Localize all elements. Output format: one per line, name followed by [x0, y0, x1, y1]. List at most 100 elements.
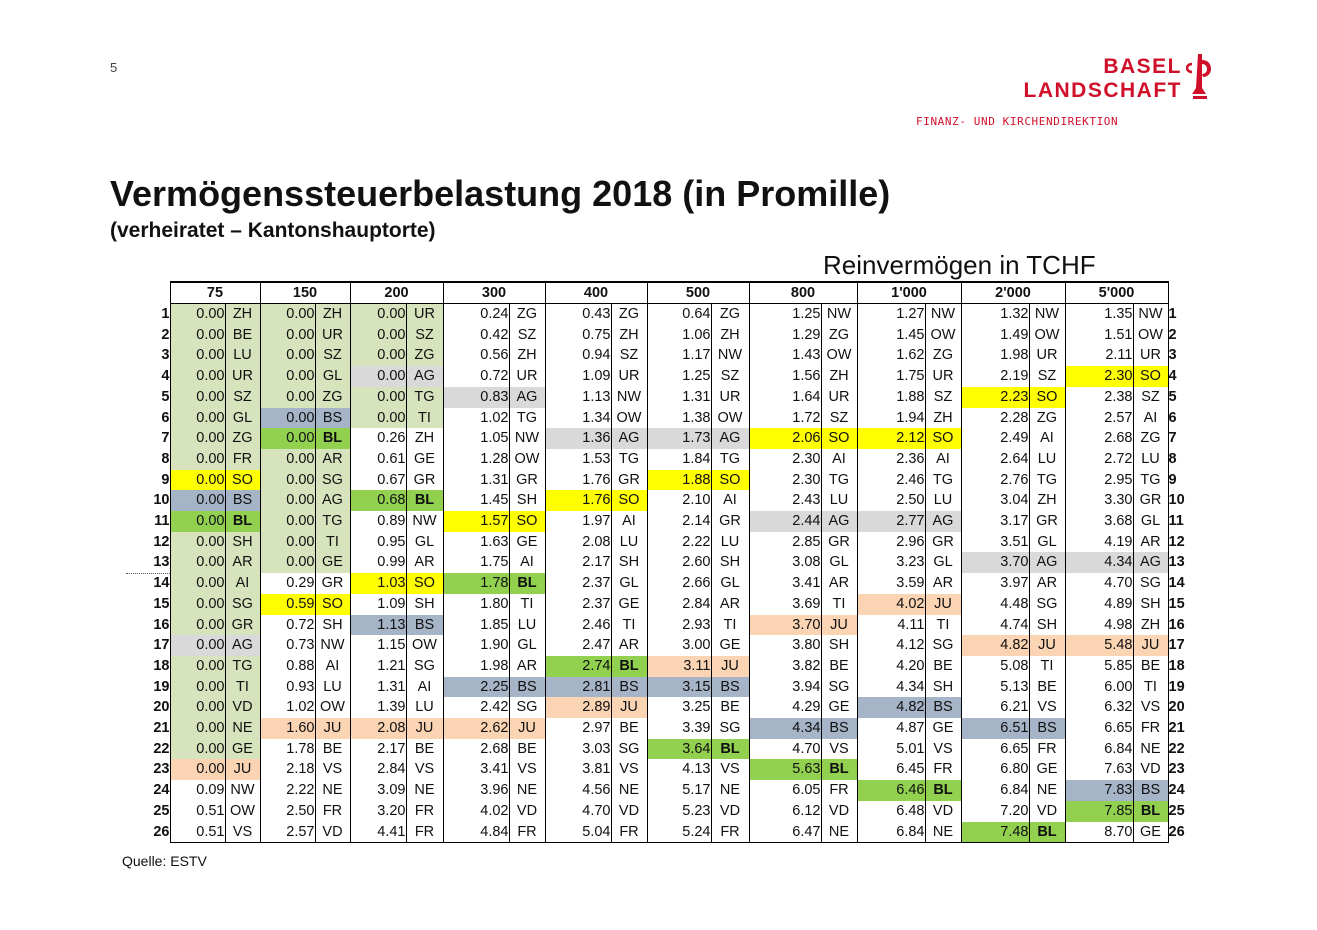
rank-label: 23 — [1168, 761, 1185, 778]
canton-cell: AI — [710, 490, 749, 512]
tax-value-cell: 4.70 — [1064, 573, 1133, 594]
rank-label: 11 — [1168, 513, 1184, 530]
tax-value-cell: 0.00 — [169, 738, 225, 760]
tax-value-cell: 1.38 — [646, 407, 711, 429]
tax-value-cell: 2.66 — [646, 573, 711, 594]
canton-cell: SO — [508, 511, 545, 532]
tax-value-cell: 4.02 — [442, 800, 509, 822]
canton-cell: BL — [710, 738, 749, 760]
tax-value-cell: 0.00 — [259, 531, 315, 553]
tax-value-cell: 1.85 — [442, 614, 509, 636]
canton-cell: VS — [224, 821, 260, 844]
table-row: 21 0.00 NE 1.60 JU 2.08 JU 2.62 JU 2.97 BE 3.39 SG 4.… — [126, 718, 1208, 739]
tax-value-cell: 7.63 — [1064, 759, 1133, 781]
tax-value-cell: 0.00 — [259, 428, 315, 449]
canton-cell: GE — [924, 718, 961, 739]
column-header: 75 — [169, 281, 261, 304]
tax-value-cell: 1.78 — [259, 738, 315, 760]
tax-value-cell: 2.85 — [748, 531, 821, 553]
tax-value-cell: 4.34 — [748, 718, 821, 739]
page-title: Vermögenssteuerbelastung 2018 (in Promil… — [110, 173, 891, 214]
tax-value-cell: 1.57 — [442, 511, 509, 532]
canton-cell: BE — [610, 718, 647, 739]
canton-cell: VS — [1028, 697, 1065, 719]
canton-cell: AG — [314, 490, 350, 512]
canton-cell: BL — [924, 780, 961, 801]
canton-cell: NW — [1028, 303, 1065, 325]
canton-cell: NW — [710, 345, 749, 367]
rank-label: 6 — [1168, 409, 1177, 426]
canton-cell: SH — [508, 490, 545, 512]
canton-cell: GL — [405, 531, 443, 553]
canton-cell: AG — [820, 511, 857, 532]
canton-cell: NW — [508, 428, 545, 449]
canton-cell: OW — [405, 635, 443, 656]
canton-cell: VS — [508, 759, 545, 781]
canton-cell: GR — [405, 469, 443, 491]
tax-value-cell: 0.00 — [169, 448, 225, 470]
canton-cell: NE — [314, 780, 350, 801]
tax-value-cell: 6.12 — [748, 800, 821, 822]
tax-value-cell: 3.17 — [960, 511, 1029, 532]
rank-label: 3 — [161, 347, 170, 364]
tax-value-cell: 1.32 — [960, 303, 1029, 325]
canton-cell: JU — [1132, 635, 1169, 656]
tax-value-cell: 2.17 — [544, 552, 611, 574]
tax-value-cell: 4.02 — [856, 593, 925, 615]
canton-cell: UR — [314, 324, 350, 346]
tax-value-cell: 1.36 — [544, 428, 611, 449]
tax-value-cell: 1.76 — [544, 469, 611, 491]
tax-value-cell: 0.93 — [259, 676, 315, 698]
column-header: 1'000 — [856, 281, 962, 304]
rank-label: 18 — [1168, 657, 1185, 674]
logo-line-2: LANDSCHAFT — [1023, 79, 1182, 102]
canton-cell: UR — [610, 366, 647, 387]
tax-value-cell: 1.49 — [960, 324, 1029, 346]
canton-cell: SH — [224, 531, 260, 553]
rank-label: 26 — [153, 823, 170, 840]
canton-cell: SO — [405, 573, 443, 594]
canton-cell: VS — [924, 738, 961, 760]
tax-value-cell: 2.96 — [856, 531, 925, 553]
table-row: 20 0.00 VD 1.02 OW 1.39 LU 2.42 SG 2.89 JU 3.25 BE 4.… — [126, 697, 1208, 719]
canton-cell: GL — [1132, 511, 1169, 532]
table-row: 9 0.00 SO 0.00 SG 0.67 GR 1.31 GR 1.76 GR 1.88 SO 2.3… — [126, 469, 1208, 491]
canton-cell: SG — [314, 469, 350, 491]
canton-cell: BS — [405, 614, 443, 636]
canton-cell: ZG — [405, 345, 443, 367]
tax-value-cell: 6.05 — [748, 780, 821, 801]
canton-cell: BL — [820, 759, 857, 781]
canton-cell: OW — [710, 407, 749, 429]
rank-label: 17 — [153, 637, 170, 654]
tax-value-cell: 2.10 — [646, 490, 711, 512]
tax-value-cell: 2.37 — [544, 573, 611, 594]
canton-cell: OW — [610, 407, 647, 429]
table-row: 12 0.00 SH 0.00 TI 0.95 GL 1.63 GE 2.08 LU 2.22 LU 2.… — [126, 531, 1208, 553]
tax-value-cell: 0.51 — [169, 800, 225, 822]
tax-value-cell: 2.38 — [1064, 386, 1133, 408]
tax-value-cell: 1.34 — [544, 407, 611, 429]
canton-cell: GR — [820, 531, 857, 553]
tax-value-cell: 0.64 — [646, 303, 711, 325]
canton-cell: ZG — [1028, 407, 1065, 429]
tax-value-cell: 2.44 — [748, 511, 821, 532]
tax-value-cell: 0.00 — [259, 386, 315, 408]
canton-cell: ZH — [1028, 490, 1065, 512]
tax-value-cell: 2.64 — [960, 448, 1029, 470]
canton-cell: TI — [1132, 676, 1169, 698]
tax-value-cell: 7.83 — [1064, 780, 1133, 801]
tax-value-cell: 6.00 — [1064, 676, 1133, 698]
canton-cell: SH — [405, 593, 443, 615]
canton-cell: GE — [405, 448, 443, 470]
canton-cell: FR — [224, 448, 260, 470]
canton-cell: JU — [610, 697, 647, 719]
tax-value-cell: 2.50 — [259, 800, 315, 822]
canton-cell: ZG — [1132, 428, 1169, 449]
canton-cell: SH — [314, 614, 350, 636]
tax-value-cell: 0.00 — [169, 635, 225, 656]
tax-value-cell: 2.76 — [960, 469, 1029, 491]
canton-cell: GE — [508, 531, 545, 553]
tax-value-cell: 0.00 — [349, 386, 406, 408]
tax-value-cell: 6.51 — [960, 718, 1029, 739]
tax-value-cell: 0.00 — [259, 490, 315, 512]
